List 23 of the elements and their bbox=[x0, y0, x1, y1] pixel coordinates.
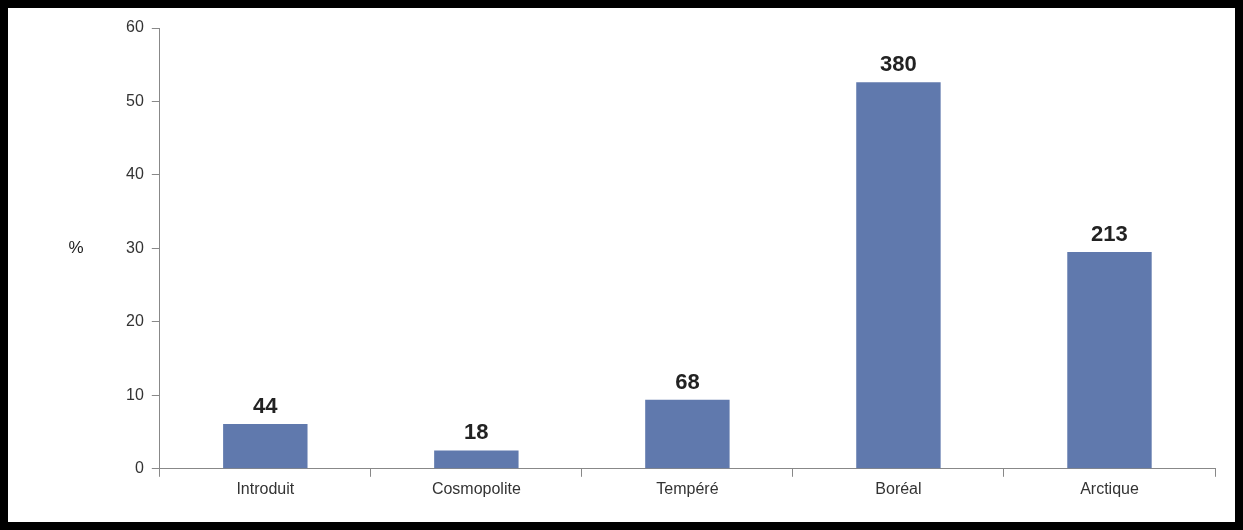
bar bbox=[645, 399, 730, 469]
annotation: 68 bbox=[675, 368, 700, 394]
y-axis-title: % bbox=[68, 238, 84, 258]
x-tick-label: Tempéré bbox=[656, 479, 719, 497]
annotation: 18 bbox=[464, 419, 489, 445]
bar bbox=[223, 423, 308, 469]
y-tick-label: 10 bbox=[126, 385, 144, 403]
y-tick-label: 50 bbox=[126, 91, 144, 109]
y-tick-label: 30 bbox=[126, 238, 144, 256]
bar bbox=[434, 450, 519, 469]
y-tick-label: 20 bbox=[126, 312, 144, 330]
y-tick-label: 60 bbox=[126, 18, 144, 36]
x-tick-label: Arctique bbox=[1080, 479, 1139, 497]
y-tick-label: 40 bbox=[126, 165, 144, 183]
x-tick-label: Cosmopolite bbox=[431, 479, 521, 497]
bar bbox=[1067, 252, 1152, 469]
x-tick-label: Boréal bbox=[875, 479, 922, 497]
annotation: 213 bbox=[1091, 221, 1128, 247]
annotation: 44 bbox=[253, 393, 279, 419]
x-tick-label: Introduit bbox=[236, 479, 295, 497]
annotation: 380 bbox=[880, 51, 917, 77]
y-tick-label: 0 bbox=[134, 459, 144, 477]
bar bbox=[856, 82, 941, 469]
